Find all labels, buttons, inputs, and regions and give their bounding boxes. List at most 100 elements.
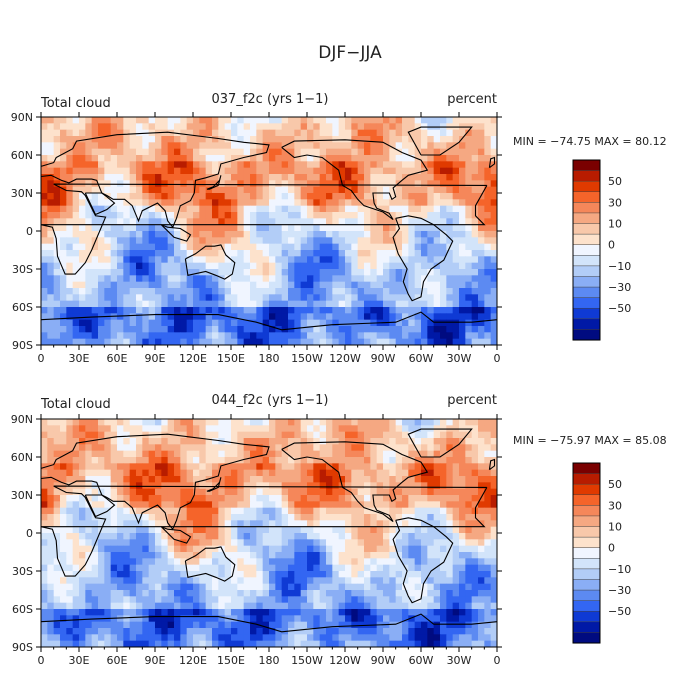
contour-cell: [313, 558, 321, 566]
contour-cell: [383, 450, 390, 458]
contour-cell: [433, 419, 441, 426]
contour-cell: [471, 269, 479, 276]
contour-cell: [199, 431, 207, 439]
colorbar-swatch: [572, 329, 601, 341]
contour-cell: [231, 205, 238, 213]
contour-cell: [262, 463, 270, 471]
contour-cell: [338, 533, 346, 540]
contour-cell: [389, 288, 397, 295]
contour-cell: [408, 444, 416, 452]
contour-cell: [408, 526, 416, 534]
contour-cell: [452, 482, 460, 490]
contour-cell: [262, 269, 270, 276]
contour-cell: [212, 275, 219, 283]
contour-cell: [459, 180, 466, 188]
contour-cell: [117, 218, 124, 226]
contour-cell: [117, 224, 124, 232]
contour-cell: [79, 250, 86, 257]
contour-cell: [174, 281, 181, 289]
contour-cell: [465, 256, 473, 264]
contour-cell: [47, 231, 55, 238]
contour-cell: [199, 136, 207, 143]
x-tick-label: 0: [494, 352, 501, 365]
contour-cell: [161, 338, 169, 346]
contour-cell: [478, 450, 485, 458]
contour-cell: [155, 180, 162, 188]
contour-cell: [326, 205, 333, 213]
contour-cell: [338, 307, 346, 314]
contour-cell: [104, 161, 112, 169]
contour-cell: [402, 552, 409, 559]
contour-cell: [250, 205, 257, 213]
contour-cell: [421, 558, 428, 566]
contour-cell: [110, 431, 118, 439]
contour-cell: [383, 243, 390, 251]
contour-cell: [351, 161, 359, 169]
contour-cell: [421, 514, 428, 521]
contour-cell: [129, 482, 137, 490]
contour-cell: [395, 142, 403, 150]
contour-cell: [205, 558, 213, 566]
contour-cell: [224, 438, 232, 445]
contour-cell: [275, 288, 283, 295]
contour-cell: [199, 425, 207, 433]
contour-cell: [490, 281, 498, 289]
contour-cell: [300, 609, 308, 616]
contour-cell: [262, 155, 270, 162]
contour-cell: [471, 307, 479, 314]
contour-cell: [357, 602, 365, 610]
contour-cell: [478, 129, 485, 137]
contour-cell: [129, 300, 137, 308]
contour-cell: [383, 117, 390, 124]
contour-cell: [376, 294, 384, 302]
contour-cell: [275, 564, 283, 572]
contour-cell: [262, 300, 270, 308]
contour-cell: [357, 609, 365, 616]
contour-cell: [180, 501, 188, 509]
contour-cell: [256, 218, 264, 226]
contour-cell: [345, 577, 352, 585]
contour-cell: [161, 142, 169, 150]
contour-cell: [148, 520, 156, 528]
contour-cell: [180, 431, 188, 439]
contour-cell: [231, 571, 238, 578]
contour-cell: [459, 450, 466, 458]
contour-cell: [66, 294, 74, 302]
contour-cell: [66, 501, 74, 509]
contour-cell: [85, 117, 93, 124]
contour-cell: [383, 602, 390, 610]
contour-cell: [256, 161, 264, 169]
contour-cell: [446, 520, 454, 528]
contour-cell: [421, 431, 428, 439]
contour-cell: [180, 288, 188, 295]
colorbar-label: 10: [608, 218, 622, 231]
contour-cell: [123, 583, 131, 591]
contour-cell: [338, 294, 346, 302]
contour-cell: [427, 602, 435, 610]
contour-cell: [41, 507, 48, 515]
contour-cell: [307, 193, 314, 200]
contour-cell: [408, 307, 416, 314]
contour-cell: [421, 326, 428, 333]
contour-cell: [41, 615, 48, 623]
contour-cell: [129, 256, 137, 264]
contour-cell: [465, 571, 473, 578]
contour-cell: [338, 129, 346, 137]
contour-cell: [136, 193, 143, 200]
contour-cell: [357, 332, 365, 340]
contour-cell: [370, 545, 378, 553]
contour-cell: [300, 294, 308, 302]
contour-cell: [212, 431, 219, 439]
contour-cell: [281, 425, 289, 433]
contour-cell: [60, 269, 67, 276]
contour-cell: [345, 438, 352, 445]
contour-cell: [332, 313, 340, 321]
contour-cell: [395, 533, 403, 540]
contour-cell: [452, 463, 460, 471]
contour-cell: [484, 117, 492, 124]
contour-cell: [123, 533, 131, 540]
contour-cell: [155, 174, 162, 181]
contour-cell: [66, 425, 74, 433]
contour-cell: [459, 596, 466, 604]
contour-cell: [446, 558, 454, 566]
